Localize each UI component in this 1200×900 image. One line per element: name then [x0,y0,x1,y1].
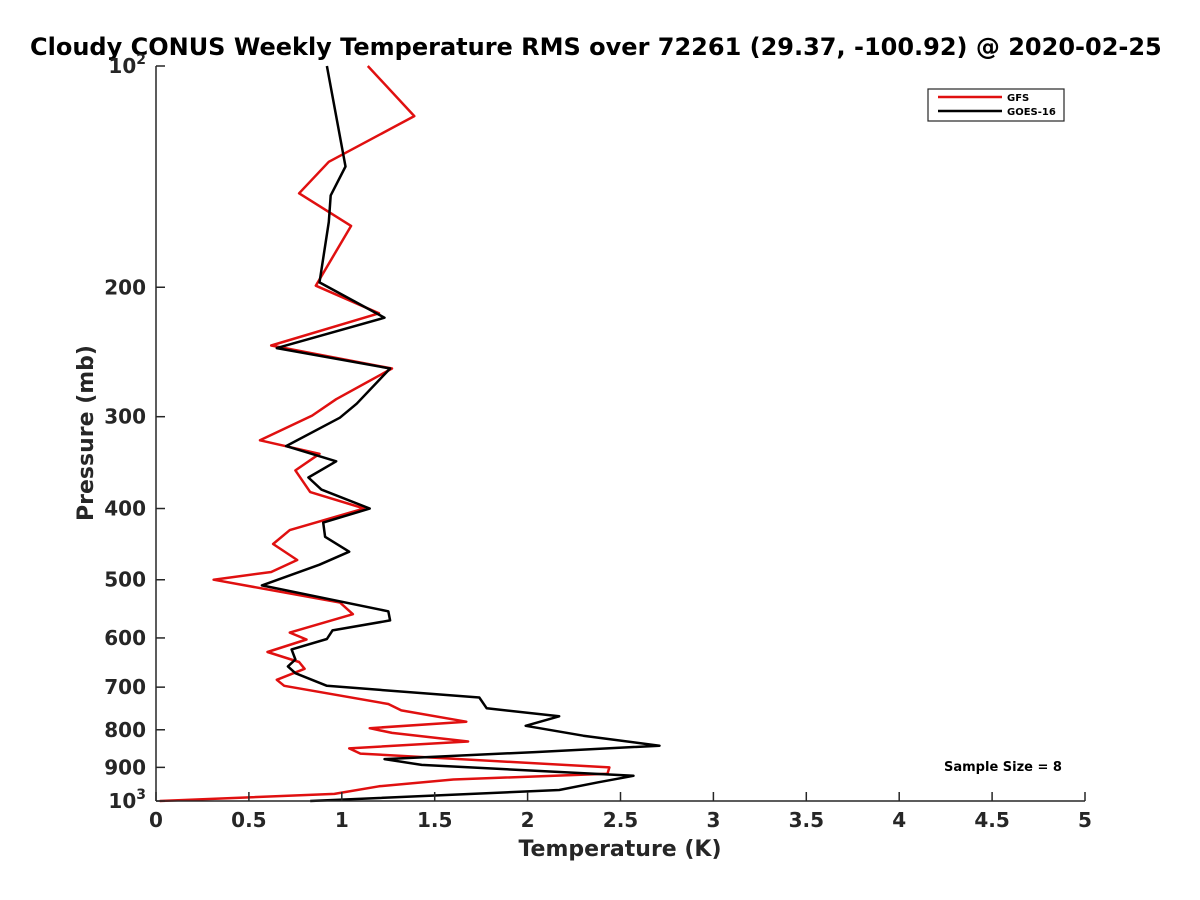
x-tick-label: 4 [892,808,906,832]
y-tick-label: 500 [104,568,146,592]
x-tick-label: 0 [149,808,163,832]
legend-label-goes16: GOES-16 [1007,107,1056,118]
y-tick-label: 900 [104,755,146,779]
x-tick-label: 2 [521,808,535,832]
y-ticks: 102 200 300 400 500 600 700 800 900 103 [104,52,165,813]
y-tick-label: 300 [104,405,146,429]
x-ticks: 0 0.5 1 1.5 2 2.5 3 3.5 4 4.5 5 [149,792,1092,832]
x-tick-label: 1 [335,808,349,832]
y-axis-label: Pressure (mb) [74,345,99,521]
x-tick-label: 4.5 [974,808,1009,832]
sample-size-annotation: Sample Size = 8 [944,760,1062,775]
axes-box [155,66,1085,802]
series-layer [159,65,661,803]
y-tick-label: 800 [104,718,146,742]
x-axis-label: Temperature (K) [518,837,721,862]
y-tick-label: 600 [104,626,146,650]
x-tick-label: 0.5 [231,808,266,832]
x-tick-label: 3 [706,808,720,832]
x-tick-label: 5 [1078,808,1092,832]
legend-label-gfs: GFS [1007,93,1029,104]
y-tick-label: 102 [108,52,146,78]
y-tick-label: 103 [108,787,146,813]
series-line-gfs [159,65,611,803]
y-tick-label: 200 [104,275,146,299]
legend: GFS GOES-16 [927,88,1065,122]
y-tick-label: 400 [104,497,146,521]
y-tick-label: 700 [104,675,146,699]
legend-box [927,88,1065,122]
chart-title: Cloudy CONUS Weekly Temperature RMS over… [30,33,1162,61]
x-tick-label: 1.5 [417,808,452,832]
x-tick-label: 3.5 [789,808,824,832]
x-tick-label: 2.5 [603,808,638,832]
series-line-goes16 [260,65,661,803]
